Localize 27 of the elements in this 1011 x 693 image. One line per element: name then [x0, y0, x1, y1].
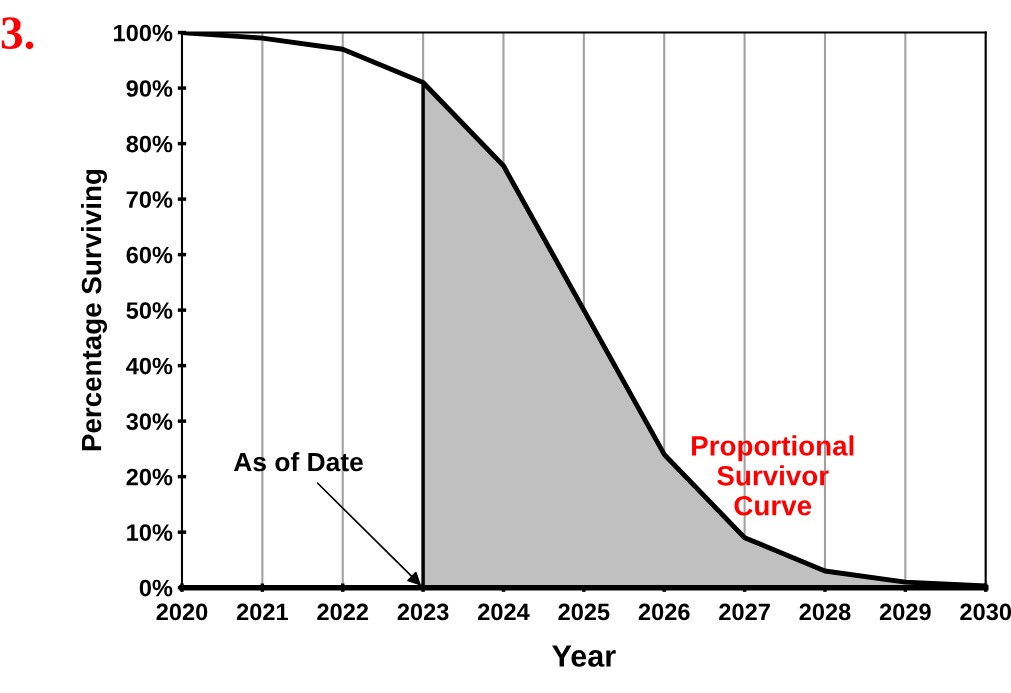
y-tick-label: 90%: [126, 80, 173, 97]
annotation: Proportional Survivor Curve: [692, 435, 854, 516]
y-tick-label: 80%: [126, 135, 173, 153]
annotation: As of Date: [233, 451, 363, 472]
x-tick-label: 2029: [879, 603, 931, 621]
y-tick-label: 40%: [126, 357, 173, 375]
y-tick-label: 10%: [127, 524, 173, 541]
y-tick-label: 100%: [114, 24, 173, 42]
y-tick-label: 20%: [126, 468, 173, 486]
x-tick-label: 2020: [156, 603, 208, 621]
x-tick-label: 2025: [558, 603, 610, 621]
y-tick-label: 30%: [126, 413, 173, 430]
y-tick-label: 70%: [126, 191, 173, 208]
x-tick-label: 2027: [719, 603, 770, 621]
x-tick-label: 2024: [478, 603, 530, 621]
y-tick-label: 60%: [126, 246, 173, 264]
x-axis-title: Year: [552, 645, 616, 667]
y-tick-label: 0%: [139, 579, 173, 597]
text: 3.: [1, 17, 34, 50]
x-tick-label: 2021: [236, 603, 288, 621]
x-tick-label: 2023: [397, 603, 449, 621]
x-tick-label: 2028: [799, 603, 851, 621]
y-axis-title: Percentage Surviving: [81, 169, 108, 451]
x-tick-label: 2026: [638, 603, 690, 621]
x-tick-label: 2030: [960, 603, 1011, 621]
y-tick-label: 50%: [126, 302, 173, 319]
x-tick-label: 2022: [317, 603, 369, 621]
